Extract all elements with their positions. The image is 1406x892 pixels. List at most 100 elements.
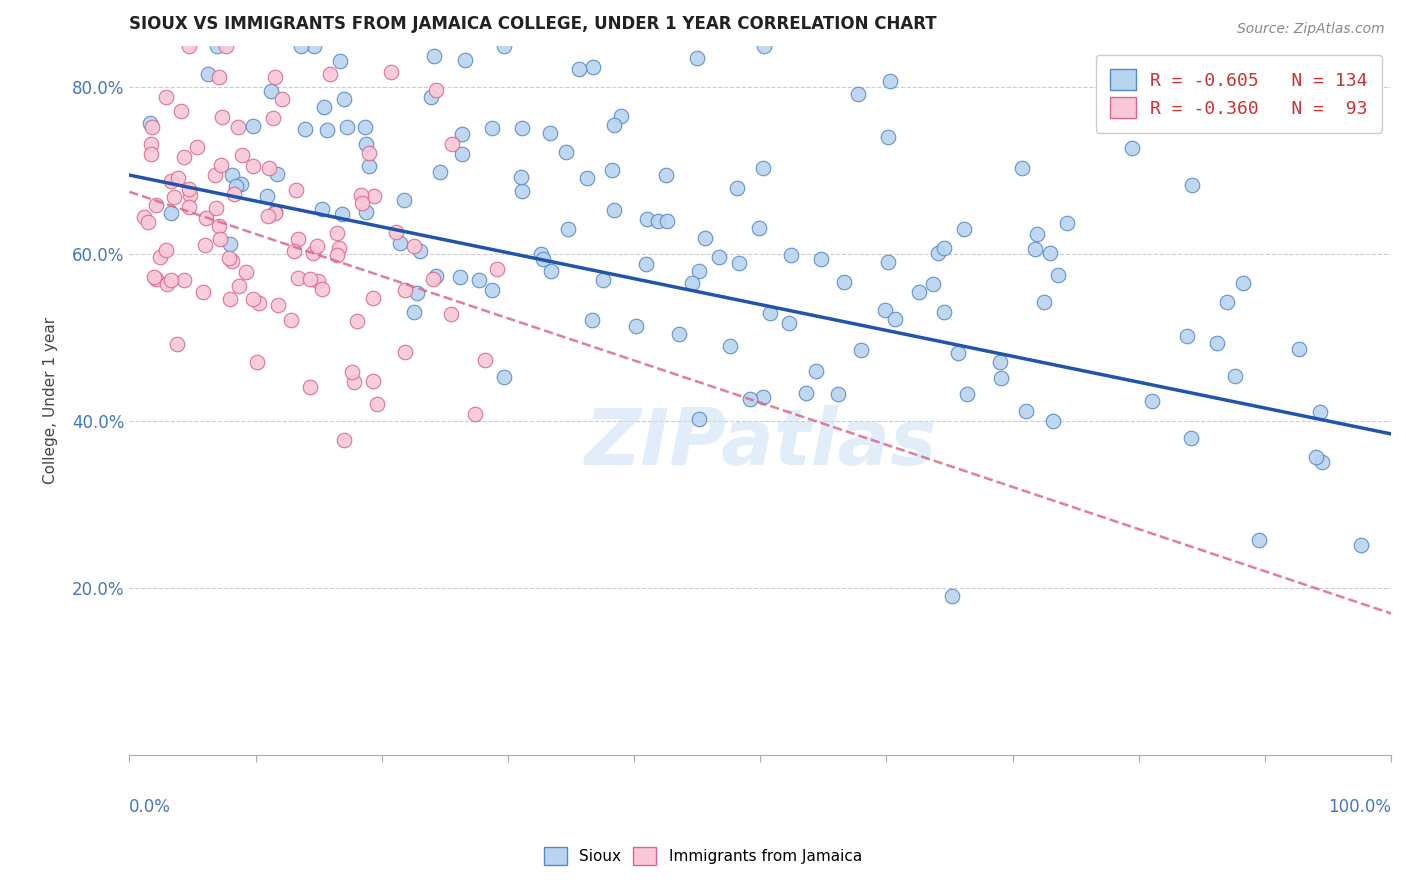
Point [468,273,491,287]
Point [425,269,447,284]
Point [287,271,309,285]
Point [256,210,278,224]
Point [394,283,416,297]
Point [1232,277,1254,291]
Point [1305,450,1327,465]
Point [226,120,249,134]
Point [846,87,869,102]
Point [725,181,748,195]
Point [353,120,375,134]
Point [603,202,626,217]
Point [231,148,253,162]
Point [884,312,907,326]
Point [592,272,614,286]
Point [343,375,366,389]
Point [636,257,658,271]
Point [246,354,269,368]
Point [284,183,307,197]
Point [849,343,872,358]
Point [1042,415,1064,429]
Point [727,256,749,270]
Point [242,119,264,133]
Point [350,196,373,211]
Point [557,222,579,236]
Text: Source: ZipAtlas.com: Source: ZipAtlas.com [1237,22,1385,37]
Legend: R = -0.605   N = 134, R = -0.360   N =  93: R = -0.605 N = 134, R = -0.360 N = 93 [1095,54,1382,133]
Point [132,210,155,224]
Point [423,49,446,63]
Point [492,38,515,53]
Point [329,54,352,68]
Point [197,67,219,81]
Point [404,239,426,253]
Point [1181,178,1204,192]
Point [315,122,337,136]
Point [575,170,598,185]
Point [1309,405,1331,419]
Point [718,338,741,352]
Point [359,145,381,160]
Point [420,90,443,104]
Point [139,136,162,151]
Point [191,285,214,300]
Point [166,337,188,351]
Point [380,65,402,79]
Point [160,206,183,220]
Text: SIOUX VS IMMIGRANTS FROM JAMAICA COLLEGE, UNDER 1 YEAR CORRELATION CHART: SIOUX VS IMMIGRANTS FROM JAMAICA COLLEGE… [129,15,936,33]
Point [908,285,931,299]
Point [311,202,333,217]
Point [779,248,801,262]
Point [242,292,264,306]
Point [328,241,350,255]
Point [941,590,963,604]
Point [139,115,162,129]
Point [647,214,669,228]
Point [350,187,373,202]
Point [145,272,167,286]
Point [159,174,181,188]
Point [655,213,678,227]
Point [139,147,162,161]
Point [304,38,326,53]
Point [927,246,949,260]
Point [155,90,177,104]
Point [758,306,780,320]
Point [228,278,250,293]
Point [294,122,316,136]
Point [688,411,710,425]
Point [163,190,186,204]
Point [394,345,416,359]
Point [259,161,281,175]
Point [219,292,242,306]
Point [242,159,264,173]
Point [464,407,486,421]
Point [1215,294,1237,309]
Point [267,298,290,312]
Point [707,250,730,264]
Point [875,303,897,318]
Point [827,387,849,401]
Point [280,312,302,326]
Point [145,198,167,212]
Point [568,62,591,76]
Point [450,146,472,161]
Point [307,274,329,288]
Point [264,206,287,220]
Point [361,291,384,305]
Point [179,38,201,53]
Point [204,201,226,215]
Point [333,92,356,106]
Point [794,386,817,401]
Point [610,109,633,123]
Point [336,120,359,134]
Point [173,272,195,286]
Point [330,207,353,221]
Point [333,433,356,447]
Point [359,159,381,173]
Point [384,225,406,239]
Point [1024,243,1046,257]
Point [222,186,245,201]
Point [1175,329,1198,343]
Point [215,38,238,53]
Point [1121,141,1143,155]
